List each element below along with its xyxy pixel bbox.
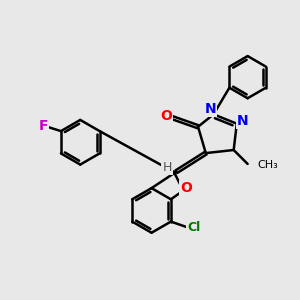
Text: N: N <box>237 114 249 128</box>
Text: CH₃: CH₃ <box>257 160 278 170</box>
Text: O: O <box>180 181 192 195</box>
Text: O: O <box>160 109 172 123</box>
Text: H: H <box>162 161 172 175</box>
Text: Cl: Cl <box>187 221 200 234</box>
Text: F: F <box>39 119 48 133</box>
Text: N: N <box>205 102 216 116</box>
